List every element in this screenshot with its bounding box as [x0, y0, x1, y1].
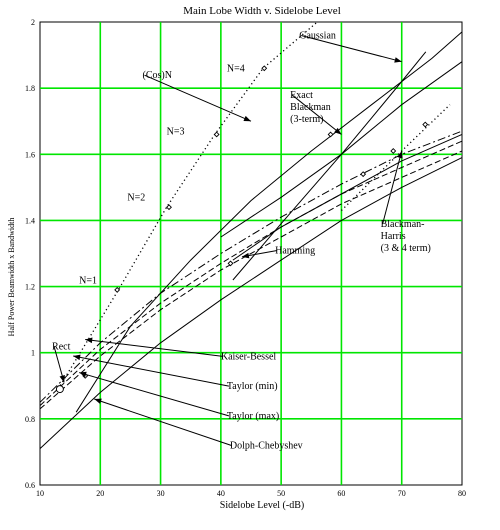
label-dolph: Dolph-Chebyshev — [230, 441, 303, 452]
x-tick-60: 60 — [337, 489, 345, 498]
y-axis-label: Half Power Beamwidth x Bandwidth — [7, 218, 16, 337]
series-taylor-min — [39, 140, 463, 406]
y-tick-1-6: 1.6 — [25, 150, 35, 159]
series-kaiser-bessel — [39, 130, 463, 403]
arrow-head-exact — [334, 127, 342, 135]
label-n2: N=2 — [127, 193, 145, 204]
marker-diamond-1 — [114, 286, 121, 293]
label-n4: N=4 — [227, 64, 245, 75]
y-tick-1-8: 1.8 — [25, 84, 35, 93]
marker-diamond-5 — [327, 131, 334, 138]
series-cos-n — [57, 21, 318, 390]
y-tick-2: 2 — [31, 18, 35, 27]
marker-diamond-10 — [422, 121, 429, 128]
arrow-line-tmin — [73, 355, 229, 387]
arrow-head-kb — [85, 337, 93, 344]
arrow-line-cosn — [144, 74, 252, 122]
marker-circle-0 — [55, 385, 64, 394]
label-exact: Exact Blackman (3-term) — [290, 90, 331, 125]
x-axis-label: Sidelobe Level (-dB) — [220, 500, 304, 511]
arrow-line-tmax — [79, 372, 230, 417]
marker-diamond-4 — [261, 65, 268, 72]
x-tick-70: 70 — [398, 489, 406, 498]
grid — [39, 21, 463, 486]
series-lines — [39, 21, 463, 449]
chart-title: Main Lobe Width v. Sidelobe Level — [183, 5, 341, 17]
arrow-line-bh — [382, 150, 403, 225]
arrow-head-gaussian — [394, 57, 402, 63]
marker-diamond-9 — [390, 148, 397, 154]
y-tick-0-6: 0.6 — [25, 481, 35, 490]
y-tick-1: 1 — [31, 349, 35, 358]
arrow-head-tmax — [79, 371, 87, 378]
arrow-line-exact — [291, 94, 342, 135]
arrow-head-bh — [397, 150, 403, 159]
x-tick-30: 30 — [157, 489, 165, 498]
label-bh: Blackman-Harris (3 & 4 term) — [381, 219, 431, 254]
annotation-arrows — [53, 35, 403, 447]
arrow-head-tmin — [73, 354, 81, 361]
label-rect: Rect — [52, 341, 71, 352]
arrow-head-cosn — [243, 115, 251, 122]
y-tick-1-2: 1.2 — [25, 283, 35, 292]
marker-diamond-6 — [227, 260, 234, 267]
series-taylor-max — [39, 150, 463, 410]
marker-diamond-3 — [213, 131, 220, 138]
arrow-line-gaussian — [301, 35, 402, 63]
annotation-labels: Gaussian (Cos)N N=4 N=3 N=2 N=1 Exact Blackman(… — [52, 31, 431, 452]
label-hamming: Hamming — [275, 246, 315, 257]
marker-diamond-8 — [360, 171, 367, 178]
x-tick-80: 80 — [458, 489, 466, 498]
arrow-head-rect — [59, 374, 65, 383]
y-tick-0-8: 0.8 — [25, 415, 35, 424]
arrow-head-dolph — [94, 398, 102, 404]
label-gaussian: Gaussian — [299, 31, 336, 42]
arrow-line-kb — [85, 338, 223, 357]
x-tick-40: 40 — [217, 489, 225, 498]
label-tmax: Taylor (max) — [227, 411, 279, 422]
label-n1: N=1 — [79, 275, 97, 286]
x-tick-20: 20 — [96, 489, 104, 498]
tick-labels: 10 20 30 40 50 60 70 80 0.6 0.8 1 1.2 1.4 1.6 1.8 2 — [25, 18, 466, 498]
y-tick-1-4: 1.4 — [25, 216, 35, 225]
label-kb: Kaiser-Bessel — [221, 351, 277, 362]
x-tick-10: 10 — [36, 489, 44, 498]
x-tick-50: 50 — [277, 489, 285, 498]
arrow-line-dolph — [94, 398, 233, 447]
marker-diamond-2 — [166, 204, 172, 211]
label-cosn: (Cos)N — [142, 70, 171, 81]
series-dolph-chebyshev — [39, 157, 463, 449]
label-tmin: Taylor (min) — [227, 381, 278, 392]
label-n3: N=3 — [167, 126, 185, 137]
series-gaussian — [75, 31, 463, 413]
arrow-head-hamming — [241, 252, 250, 259]
